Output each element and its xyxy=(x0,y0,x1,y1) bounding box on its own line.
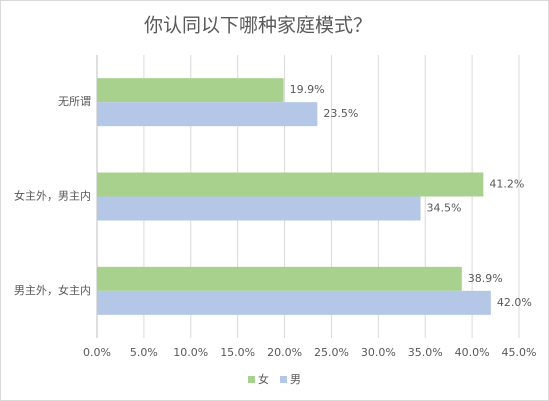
data-label: 34.5% xyxy=(427,202,462,215)
y-tick-label: 男主外，女主内 xyxy=(14,283,91,297)
x-tick-label: 10.0% xyxy=(173,346,208,359)
legend-label: 女 xyxy=(258,372,269,386)
x-tick-label: 0.0% xyxy=(83,346,111,359)
data-label: 38.9% xyxy=(468,272,503,285)
data-label: 23.5% xyxy=(323,107,358,120)
data-label: 41.2% xyxy=(489,178,524,191)
data-label: 42.0% xyxy=(497,296,532,309)
bar xyxy=(97,266,462,291)
x-tick-label: 30.0% xyxy=(361,346,396,359)
chart-title: 你认同以下哪种家庭模式？ xyxy=(144,15,372,37)
x-tick-label: 20.0% xyxy=(267,346,302,359)
x-tick-label: 45.0% xyxy=(502,346,537,359)
bar xyxy=(97,102,318,127)
legend-label: 男 xyxy=(290,373,301,386)
x-tick-label: 25.0% xyxy=(314,346,349,359)
bar xyxy=(97,196,421,221)
y-tick-label: 女主外，男主内 xyxy=(14,189,91,203)
legend-swatch xyxy=(280,376,287,383)
x-tick-label: 35.0% xyxy=(408,346,443,359)
x-tick-label: 5.0% xyxy=(130,346,158,359)
bar xyxy=(97,290,491,315)
x-tick-label: 15.0% xyxy=(220,346,255,359)
bar xyxy=(97,78,284,103)
x-tick-label: 40.0% xyxy=(455,346,490,359)
bar xyxy=(97,172,484,197)
data-label: 19.9% xyxy=(290,83,325,96)
y-tick-label: 无所谓 xyxy=(58,95,91,108)
legend-swatch xyxy=(248,376,255,383)
